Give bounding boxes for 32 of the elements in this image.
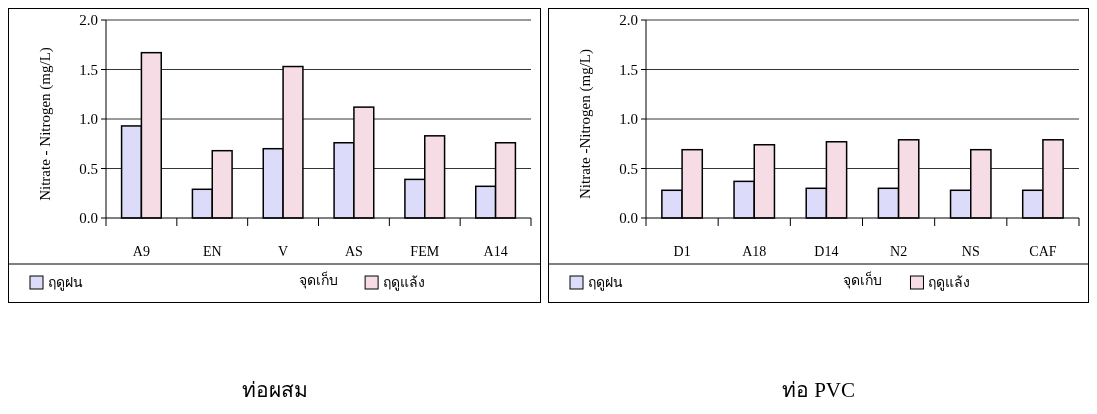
x-tick-label: EN (202, 244, 222, 259)
y-tick-label: 1.5 (619, 61, 638, 78)
x-tick-label: A9 (132, 244, 150, 259)
text: ท่อผสม (241, 378, 308, 402)
y-tick-label: 0.5 (79, 160, 98, 177)
legend-label: ฤดูแล้ง (383, 275, 426, 291)
x-tick-label: D14 (814, 244, 839, 259)
y-tick-label: 1.5 (79, 61, 98, 78)
y-tick-label: 2.0 (619, 12, 638, 29)
y-tick-label: 2.0 (79, 12, 98, 29)
x-tick-label: A14 (483, 244, 508, 259)
y-tick-label: 0.5 (619, 160, 638, 177)
x-tick-label: CAF (1029, 244, 1057, 259)
x-axis-title: จุดเก็บ (299, 271, 338, 289)
x-tick-label: D1 (673, 244, 691, 259)
legend-label: ฤดูฝน (48, 275, 83, 291)
y-tick-label: 0.0 (619, 210, 638, 227)
legend-label: ฤดูแล้ง (928, 275, 971, 291)
x-tick-label: N2 (890, 244, 908, 259)
y-tick-label: 1.0 (79, 111, 98, 128)
x-axis-title: จุดเก็บ (843, 271, 882, 289)
y-axis-title: Nitrate - Nitrogen (mg/L) (37, 47, 54, 201)
y-axis-title: Nitrate -Nitrogen (mg/L) (577, 49, 594, 199)
x-tick-label: V (278, 244, 289, 259)
y-tick-label: 0.0 (79, 210, 98, 227)
x-tick-label: FEM (410, 244, 440, 259)
x-tick-label: NS (961, 244, 980, 259)
text: ท่อ PVC (781, 378, 856, 402)
x-tick-label: A18 (742, 244, 767, 259)
x-tick-label: AS (344, 244, 363, 259)
y-tick-label: 1.0 (619, 111, 638, 128)
legend-label: ฤดูฝน (588, 275, 623, 291)
